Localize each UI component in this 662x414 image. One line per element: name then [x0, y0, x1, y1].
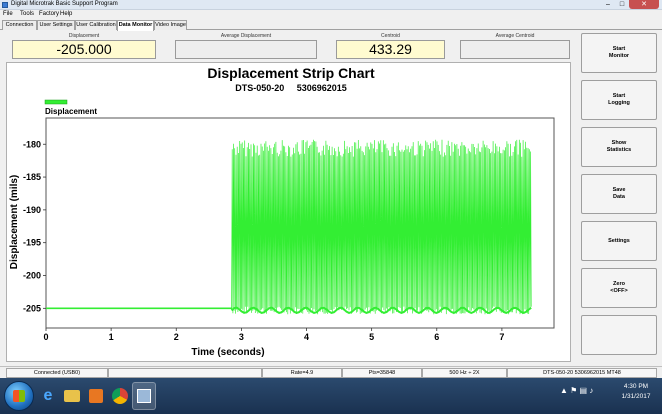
- chart-title: Displacement Strip Chart: [207, 65, 375, 81]
- app-icon: [2, 2, 8, 8]
- centroid-readout: 433.29: [336, 40, 445, 59]
- displacement-label: Displacement: [68, 33, 100, 39]
- centroid-label: Centroid: [381, 33, 400, 39]
- status-device: DTS-050-20 5306962015 MT48: [507, 368, 657, 378]
- tab-user-calibration[interactable]: User Calibration: [75, 20, 117, 30]
- menu-bar: File Tools Factory Help: [0, 10, 662, 19]
- menu-help[interactable]: Help: [60, 11, 73, 17]
- status-rate: Rate=4.9: [262, 368, 342, 378]
- system-tray[interactable]: ▲ ⚑ ▤ ♪: [560, 386, 594, 395]
- start-monitor-button[interactable]: Start Monitor: [581, 33, 657, 73]
- minimize-button[interactable]: –: [606, 1, 610, 8]
- y-tick-label: -200: [23, 271, 41, 281]
- y-tick-label: -190: [23, 205, 41, 215]
- ie-icon[interactable]: e: [43, 387, 53, 404]
- x-tick-label: 6: [434, 332, 439, 342]
- y-axis-label: Displacement (mils): [9, 175, 20, 269]
- program-icon[interactable]: [132, 382, 156, 410]
- legend-label: Displacement: [45, 107, 97, 116]
- start-orb[interactable]: [4, 381, 34, 411]
- chrome-icon[interactable]: [108, 382, 132, 410]
- clock-time: 4:30 PM: [623, 383, 649, 390]
- spare-button[interactable]: [581, 315, 657, 355]
- status-connection: Connected (USB0): [6, 368, 108, 378]
- displacement-lower-envelope: [230, 306, 532, 314]
- tab-strip: Connection User Settings User Calibratio…: [0, 19, 662, 31]
- maximize-button[interactable]: □: [619, 1, 625, 8]
- clock-date: 1/31/2017: [621, 393, 651, 400]
- strip-chart: Displacement Strip Chart DTS-050-20 5306…: [7, 63, 570, 361]
- avg-centroid-label: Average Centroid: [495, 33, 535, 39]
- clock[interactable]: 4:30 PM 1/31/2017: [616, 382, 656, 402]
- x-tick-label: 3: [239, 332, 244, 342]
- x-tick-label: 2: [174, 332, 179, 342]
- settings-button[interactable]: Settings: [581, 221, 657, 261]
- control-sidebar: Start Monitor Start Logging Show Statist…: [581, 33, 657, 362]
- title-bar: Digital Microtrak Basic Support Program …: [0, 0, 662, 10]
- tab-connection[interactable]: Connection: [2, 20, 37, 30]
- show-statistics-button[interactable]: Show Statistics: [581, 127, 657, 167]
- status-empty: [108, 368, 262, 378]
- avg-centroid-readout: [460, 40, 570, 59]
- status-frequency: 500 Hz ÷ 2X: [422, 368, 507, 378]
- status-bar: Connected (USB0) Rate=4.9 Pts=35848 500 …: [0, 366, 662, 378]
- y-tick-label: -180: [23, 139, 41, 149]
- x-tick-label: 5: [369, 332, 374, 342]
- menu-tools[interactable]: Tools: [20, 11, 35, 17]
- tab-video-image[interactable]: Video Image: [154, 20, 187, 30]
- y-tick-label: -195: [23, 238, 41, 248]
- x-tick-label: 0: [43, 332, 48, 342]
- x-axis-label: Time (seconds): [191, 347, 264, 358]
- zero-button[interactable]: Zero <OFF>: [581, 268, 657, 308]
- status-points: Pts=35848: [342, 368, 422, 378]
- displacement-readout: -205.000: [12, 40, 156, 59]
- close-button[interactable]: ✕: [629, 0, 659, 9]
- x-tick-label: 4: [304, 332, 309, 342]
- app-window: Digital Microtrak Basic Support Program …: [0, 0, 662, 378]
- y-tick-label: -185: [23, 172, 41, 182]
- start-logging-button[interactable]: Start Logging: [581, 80, 657, 120]
- strip-chart-panel: Displacement Strip Chart DTS-050-20 5306…: [6, 62, 571, 362]
- menu-file[interactable]: File: [3, 11, 13, 17]
- tab-data-monitor[interactable]: Data Monitor: [117, 20, 154, 31]
- window-title: Digital Microtrak Basic Support Program: [11, 1, 118, 7]
- folder-icon[interactable]: [60, 382, 84, 410]
- tab-user-settings[interactable]: User Settings: [37, 20, 75, 30]
- chart-subtitle: DTS-050-20 5306962015: [235, 83, 347, 93]
- media-icon[interactable]: [84, 382, 108, 410]
- x-tick-label: 1: [109, 332, 114, 342]
- y-tick-label: -205: [23, 303, 41, 313]
- avg-displacement-readout: [175, 40, 317, 59]
- menu-factory[interactable]: Factory: [39, 11, 60, 17]
- legend-swatch: [44, 99, 68, 105]
- taskbar: e ▲ ⚑ ▤ ♪ 4:30 PM 1/31/2017: [0, 378, 662, 414]
- save-data-button[interactable]: Save Data: [581, 174, 657, 214]
- avg-displacement-label: Average Displacement: [220, 33, 272, 39]
- x-tick-label: 7: [499, 332, 504, 342]
